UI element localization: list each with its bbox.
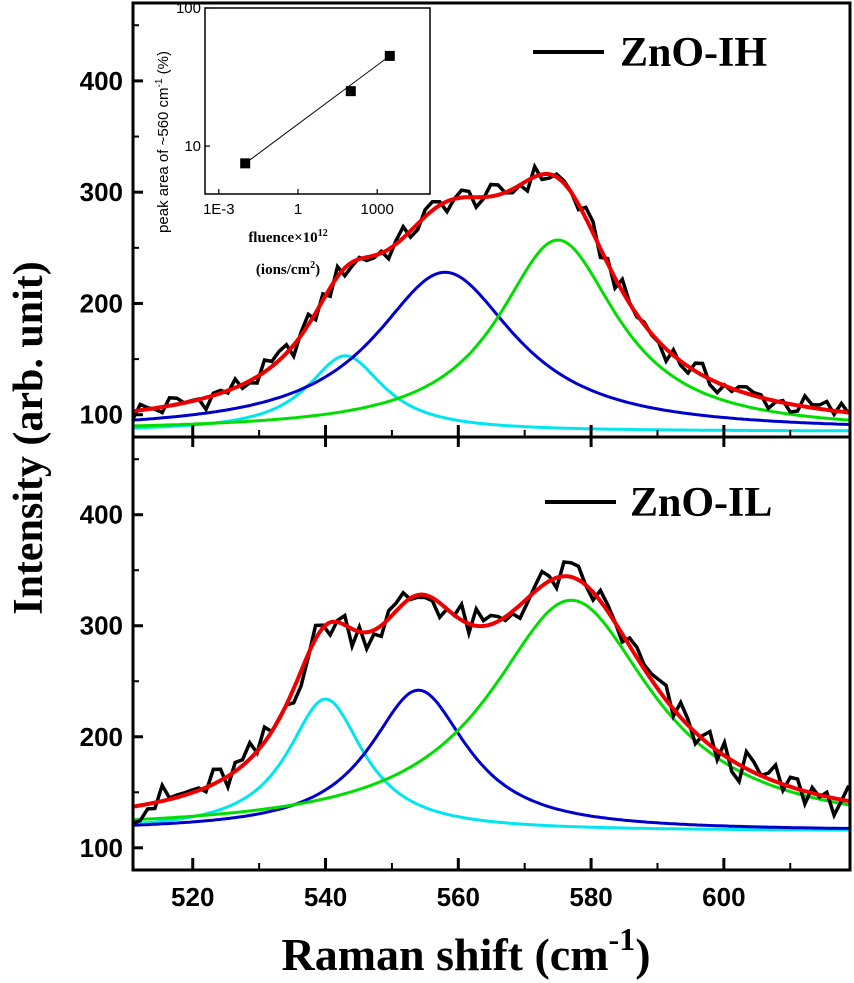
inset-y-title-close: (%) <box>155 51 172 79</box>
inset-x-title-sup: 12 <box>318 228 328 239</box>
y-tick-label-1-0: 100 <box>80 833 123 863</box>
x-tick-label-1: 540 <box>304 882 347 912</box>
panel-0-curves <box>133 162 850 433</box>
measured-spectrum-line-1 <box>133 560 850 826</box>
inset-point-0 <box>240 158 251 169</box>
inset-frame <box>204 7 431 195</box>
legend-bottom-label: ZnO-IL <box>630 480 772 526</box>
legend-top: ZnO-IH <box>533 30 767 76</box>
inset-y-tick-label-0: 10 <box>184 138 201 155</box>
fit-component-line-1-1 <box>133 688 850 830</box>
y-tick-label-0-3: 400 <box>80 66 123 96</box>
inset-y-title-main: peak area of ~560 cm <box>155 87 172 233</box>
fit-component-line-0-1 <box>133 270 850 426</box>
x-tick-label-3: 580 <box>569 882 612 912</box>
fit-component-line-1-0 <box>133 697 850 832</box>
inset-x-title-main: fluence×10 <box>248 230 317 246</box>
panel-1-curves <box>133 560 850 832</box>
y-tick-label-0-2: 300 <box>80 177 123 207</box>
total-fit-line-1 <box>133 574 850 809</box>
inset-x-title2-sup: 2 <box>310 260 315 271</box>
fit-component-line-0-0 <box>133 354 850 433</box>
x-axis-title-sup: -1 <box>609 921 636 957</box>
inset-fit-line <box>244 55 391 164</box>
fit-component-line-0-2 <box>133 238 850 428</box>
y-tick-label-0-0: 100 <box>80 400 123 430</box>
inset-x-title2-main: (ions/cm <box>256 262 311 278</box>
inset-x-axis-title-line2: (ions/cm2) <box>256 260 320 278</box>
y-tick-label-1-3: 400 <box>80 500 123 530</box>
x-axis-title-main: Raman shift (cm <box>281 929 608 980</box>
inset-point-2 <box>384 50 395 61</box>
panel-top: 100 200 300 400 <box>80 24 850 447</box>
inset-x-tick-label-0: 1E-3 <box>203 201 235 218</box>
x-axis-title-close: ) <box>635 929 650 980</box>
inset-chart: peak area of ~560 cm-1 (%) fluence×1012 … <box>154 0 431 278</box>
inset-x-axis-title: fluence×1012 <box>248 228 327 246</box>
x-axis-title: Raman shift (cm-1) <box>281 921 650 980</box>
x-tick-label-4: 600 <box>702 882 745 912</box>
measured-spectrum-line-0 <box>133 162 850 420</box>
total-fit-line-0 <box>133 172 850 415</box>
y-axis-title: Intensity (arb. unit) <box>6 261 52 615</box>
panel-bottom: 100 200 300 400 520 540 560 580 600 <box>80 458 850 912</box>
inset-y-title-sup: -1 <box>154 78 165 87</box>
y-tick-label-0-1: 200 <box>80 288 123 318</box>
inset-x-title2-close: ) <box>315 262 320 278</box>
y-tick-label-1-2: 300 <box>80 611 123 641</box>
x-tick-label-2: 560 <box>437 882 480 912</box>
inset-x-tick-label-1: 1 <box>294 201 302 218</box>
inset-y-tick-label-1: 100 <box>176 0 201 17</box>
y-tick-label-1-1: 200 <box>80 722 123 752</box>
inset-x-tick-label-2: 1000 <box>361 201 394 218</box>
legend-top-label: ZnO-IH <box>620 30 767 76</box>
legend-bottom: ZnO-IL <box>545 480 772 526</box>
inset-y-axis-title: peak area of ~560 cm-1 (%) <box>154 51 172 233</box>
x-tick-label-0: 520 <box>171 882 214 912</box>
inset-point-1 <box>345 86 356 97</box>
fit-component-line-1-2 <box>133 598 850 822</box>
